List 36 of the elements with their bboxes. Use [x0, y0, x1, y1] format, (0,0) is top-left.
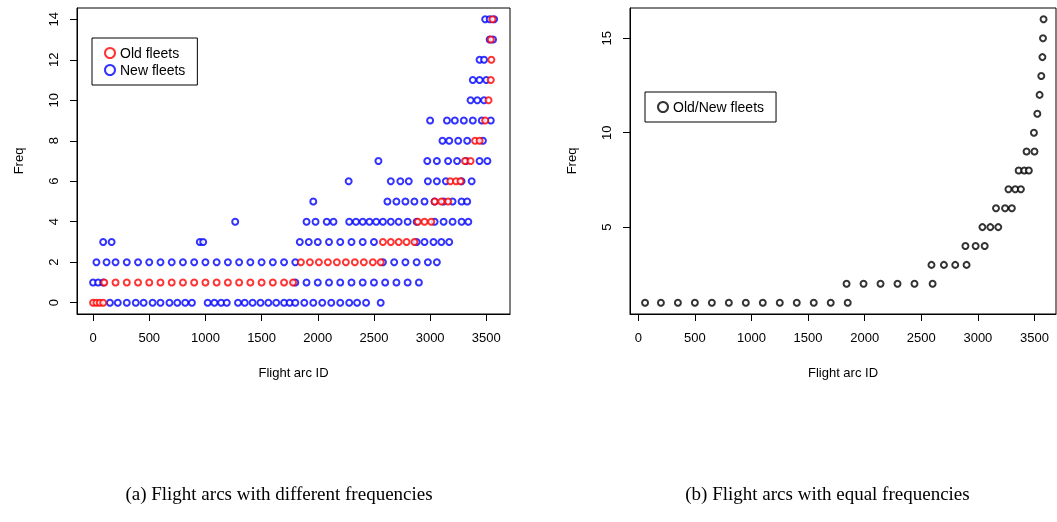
y-tick-label: 4 [46, 218, 61, 226]
y-axis-title: Freq [11, 147, 26, 175]
x-tick-label: 0 [89, 330, 97, 345]
x-tick-label: 2000 [303, 330, 333, 345]
x-tick-label: 500 [684, 330, 706, 345]
x-tick-label: 2000 [850, 330, 880, 345]
x-tick-label: 3000 [415, 330, 445, 345]
x-tick-label: 1000 [190, 330, 220, 345]
y-tick-label: 12 [46, 52, 61, 68]
legend-label: Old/New fleets [673, 99, 765, 115]
x-tick-label: 3500 [1020, 330, 1049, 345]
x-axis-title: Flight arc ID [807, 365, 879, 380]
y-tick-label: 10 [599, 125, 614, 140]
y-tick-label: 15 [599, 30, 614, 46]
y-tick-label: 10 [46, 93, 61, 108]
y-tick-label: 8 [46, 137, 61, 145]
x-axis-title: Flight arc ID [258, 365, 329, 380]
x-tick-label: 1500 [247, 330, 277, 345]
legend-label: Old fleets [120, 45, 180, 61]
y-tick-label: 0 [46, 299, 61, 307]
x-tick-label: 2500 [906, 330, 936, 345]
x-tick-label: 0 [634, 330, 642, 345]
x-tick-label: 1000 [737, 330, 766, 345]
y-tick-label: 5 [599, 223, 614, 231]
y-tick-label: 2 [46, 258, 61, 266]
y-tick-label: 14 [46, 12, 61, 27]
x-tick-label: 500 [138, 330, 161, 345]
y-axis-title: Freq [564, 147, 579, 175]
legend-label: New fleets [120, 62, 186, 78]
text: (a) Flight arcs with different frequencies [124, 483, 434, 505]
x-tick-label: 1500 [793, 330, 823, 345]
y-tick-label: 6 [46, 177, 61, 185]
x-tick-label: 3500 [471, 330, 501, 345]
x-tick-label: 2500 [359, 330, 389, 345]
x-tick-label: 3000 [963, 330, 993, 345]
text: (b) Flight arcs with equal frequencies [684, 483, 971, 505]
